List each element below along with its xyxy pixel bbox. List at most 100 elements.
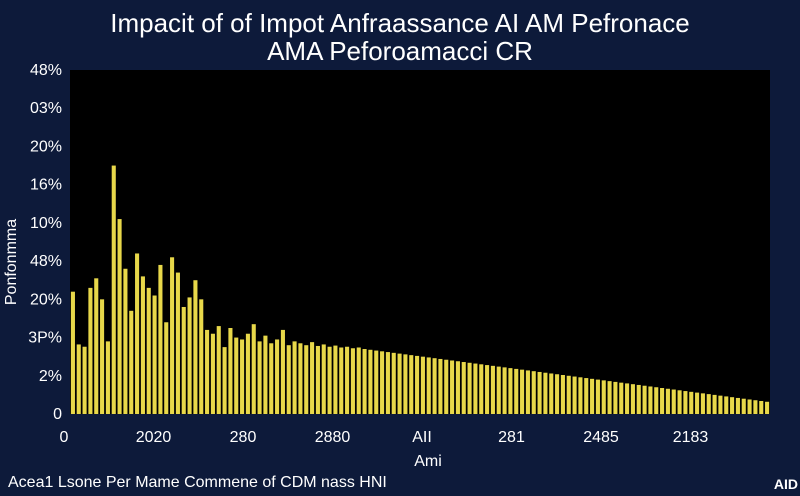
bar: [257, 341, 262, 414]
bar: [502, 367, 507, 414]
bar: [695, 392, 700, 414]
bar: [175, 272, 180, 414]
bar: [111, 165, 116, 414]
bar: [263, 335, 268, 414]
y-axis-label: Ponfonmma: [3, 219, 20, 305]
bar: [245, 333, 250, 414]
bar: [286, 345, 291, 414]
bar: [391, 352, 396, 414]
bar: [654, 387, 659, 414]
x-tick-label: 0: [60, 429, 69, 446]
bar: [578, 377, 583, 414]
corner-label: AID: [773, 476, 798, 492]
x-tick-label: 2183: [673, 429, 709, 446]
bar: [584, 378, 589, 414]
bar: [385, 352, 390, 414]
bar: [520, 369, 525, 414]
bar: [94, 278, 99, 414]
bar: [216, 326, 221, 414]
bar: [146, 287, 151, 414]
bar: [590, 378, 595, 414]
bar: [240, 339, 245, 414]
y-tick-label: 48%: [30, 62, 62, 79]
bar: [514, 368, 519, 414]
y-tick-label: 3P%: [28, 330, 62, 347]
x-axis-ticks: 0 2020 280 2880 AII 281 2485 2183: [60, 429, 709, 446]
bar: [129, 310, 134, 414]
bar: [485, 365, 490, 414]
bar: [496, 366, 501, 414]
bar: [531, 371, 536, 414]
bar: [508, 368, 513, 414]
bar: [619, 382, 624, 414]
bar: [222, 347, 227, 414]
bar: [700, 393, 705, 414]
bar: [152, 295, 157, 414]
bar: [671, 389, 676, 414]
bar: [467, 362, 472, 414]
bar: [625, 383, 630, 414]
bar: [660, 388, 665, 414]
bar: [304, 345, 309, 414]
bar: [333, 345, 338, 414]
bar: [444, 359, 449, 414]
bar: [642, 385, 647, 414]
bar: [555, 374, 560, 414]
bar: [613, 381, 618, 414]
plot-area: [70, 70, 770, 414]
bar: [368, 349, 373, 414]
bar: [677, 390, 682, 414]
bar: [543, 372, 548, 414]
bar: [549, 373, 554, 414]
y-tick-label: 10%: [30, 215, 62, 232]
bar: [374, 350, 379, 414]
footer-caption: Acea1 Lsone Per Mame Commene of CDM nass…: [8, 474, 387, 491]
bar: [759, 401, 764, 414]
bar: [210, 333, 215, 414]
bar: [450, 360, 455, 414]
bar: [689, 391, 694, 414]
bar: [327, 346, 332, 414]
bar: [339, 347, 344, 414]
y-axis-ticks: 0 2% 3P% 20% 48% 10% 16% 20% 03% 48%: [28, 62, 62, 423]
bar: [315, 345, 320, 414]
bar: [747, 399, 752, 414]
bar: [753, 400, 758, 414]
bar: [718, 395, 723, 414]
bar: [461, 362, 466, 414]
bar-series: [70, 165, 770, 414]
bar: [228, 328, 233, 414]
y-tick-label: 03%: [30, 100, 62, 117]
bar: [164, 322, 169, 414]
bar: [181, 306, 186, 414]
bar: [426, 357, 431, 414]
bar: [706, 394, 711, 414]
bar: [712, 394, 717, 414]
bar: [82, 346, 87, 414]
bar: [123, 268, 128, 414]
bar: [135, 253, 140, 414]
bar: [630, 384, 635, 414]
bar: [636, 384, 641, 414]
bar: [403, 354, 408, 414]
bar: [298, 343, 303, 414]
bar: [601, 380, 606, 414]
bar: [275, 339, 280, 414]
x-tick-label: 281: [498, 429, 525, 446]
x-tick-label: 2880: [315, 429, 351, 446]
bar: [187, 297, 192, 414]
bar: [362, 349, 367, 414]
x-axis-label: Ami: [414, 453, 442, 470]
bar: [350, 348, 355, 414]
x-tick-label: 280: [230, 429, 257, 446]
bar: [105, 341, 110, 414]
bar: [473, 363, 478, 414]
bar: [234, 337, 239, 414]
bar: [76, 344, 81, 414]
y-tick-label: 2%: [39, 368, 62, 385]
bar: [397, 353, 402, 414]
bar: [566, 375, 571, 414]
chart-title: Impacit of of Impot Anfraassance AI AM P…: [110, 8, 690, 38]
chart-subtitle: AMA Peforoamacci CR: [267, 36, 533, 66]
bar: [525, 370, 530, 414]
